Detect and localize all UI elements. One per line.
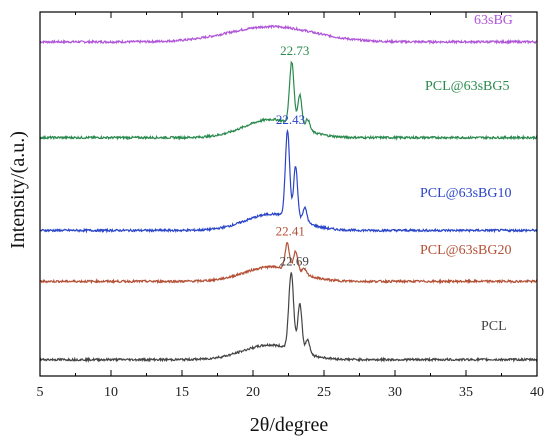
x-tick-label: 20 — [246, 385, 260, 400]
y-axis-title: Intensity/(a.u.) — [7, 131, 29, 249]
x-tick-label: 10 — [104, 385, 118, 400]
series-label-pcl: PCL — [481, 319, 507, 334]
x-tick-label: 15 — [175, 385, 189, 400]
peak-label-pcl-63sbg5: 22.73 — [280, 43, 309, 58]
x-tick-label: 35 — [459, 385, 473, 400]
series-lines — [39, 24, 538, 363]
series-label-pcl-63sbg20: PCL@63sBG20 — [420, 243, 511, 258]
x-tick-label: 40 — [530, 385, 544, 400]
x-tick-label: 25 — [317, 385, 331, 400]
series-line-pcl-63sbg5 — [39, 60, 538, 141]
series-line-pcl — [39, 272, 538, 363]
series-label-pcl-63sbg5: PCL@63sBG5 — [425, 79, 509, 94]
series-label-pcl-63sbg10: PCL@63sBG10 — [420, 186, 511, 201]
peak-label-pcl-63sbg10: 22.43 — [276, 112, 305, 127]
x-axis-title: 2θ/degree — [250, 414, 329, 436]
peak-label-pcl: 22.69 — [280, 253, 309, 268]
series-label-63sbg: 63sBG — [474, 13, 513, 28]
series-line-pcl-63sbg20 — [39, 242, 538, 285]
series-line-63sbg — [39, 24, 538, 45]
series-labels: 63sBG PCL@63sBG5 22.73 PCL@63sBG10 22.43 PCL@… — [276, 13, 513, 334]
x-tick-label: 30 — [388, 385, 402, 400]
series-line-pcl-63sbg10 — [39, 128, 538, 234]
axes: 5 10 15 20 25 30 35 40 — [37, 11, 544, 400]
x-tick-label: 5 — [37, 385, 44, 400]
peak-label-pcl-63sbg20: 22.41 — [276, 224, 305, 239]
